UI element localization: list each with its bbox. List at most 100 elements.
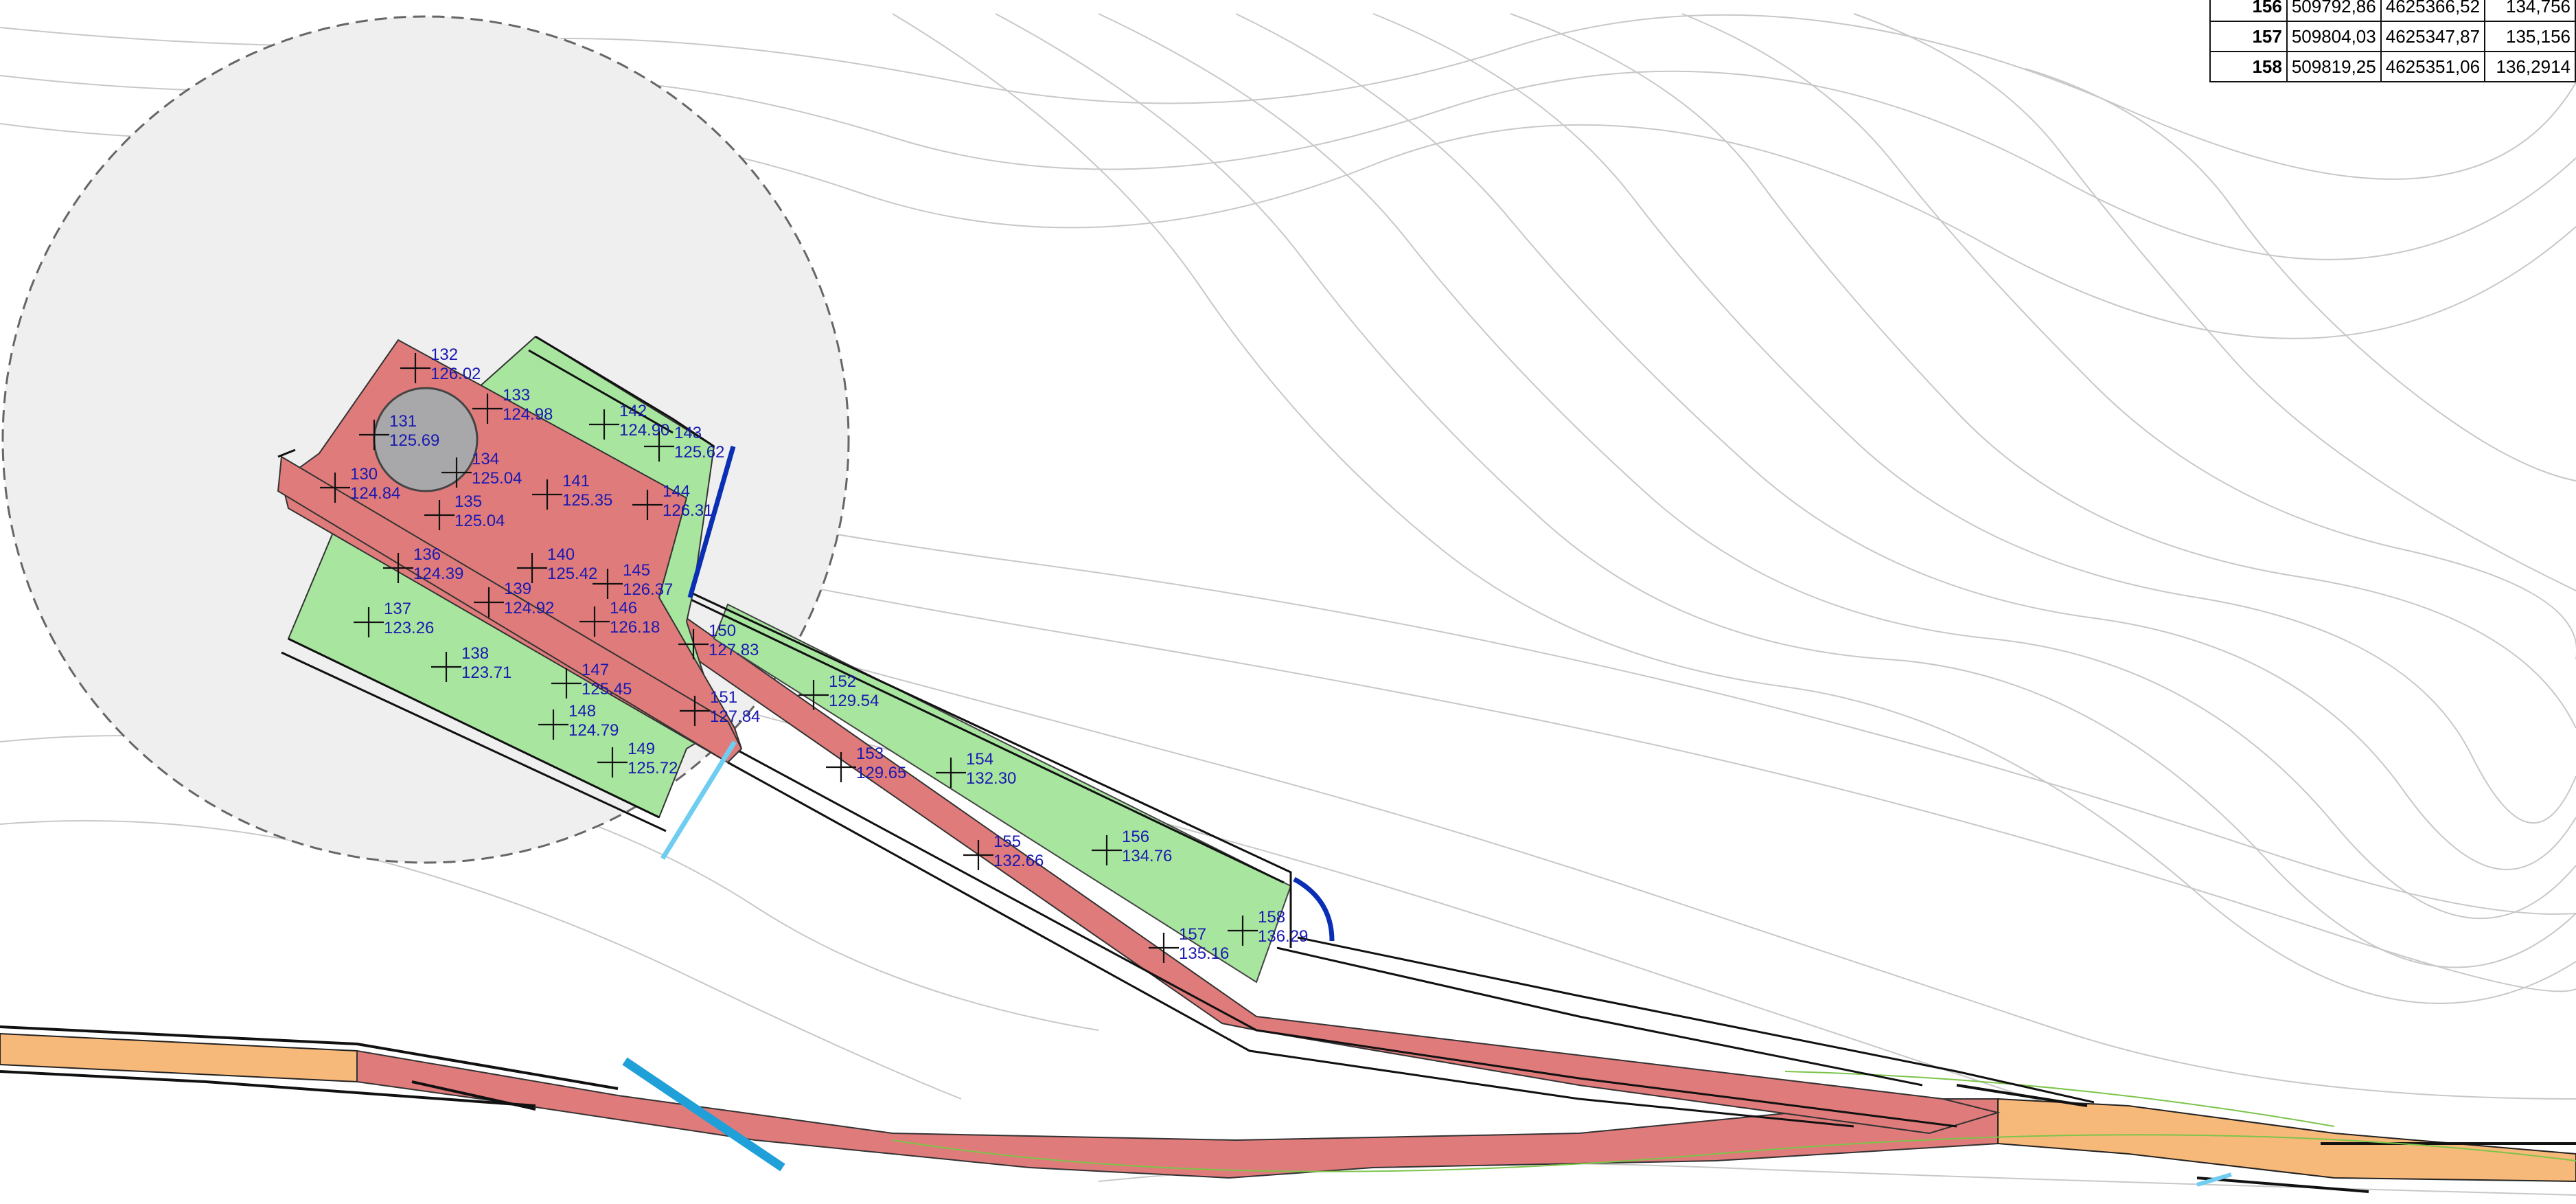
coordinate-table: 156 509792,86 4625366,52 134,756 157 509804,0… — [2209, 0, 2576, 82]
survey-point-elevation: 124.98 — [503, 405, 553, 424]
survey-point-id: 158 — [1258, 908, 1285, 927]
coordinate-table-row: 158 509819,25 4625351,06 136,2914 — [2209, 51, 2576, 82]
survey-point-id: 153 — [856, 745, 884, 763]
survey-point-id: 145 — [623, 561, 650, 580]
survey-point-id: 150 — [709, 622, 736, 640]
survey-point-id: 151 — [710, 688, 737, 707]
survey-point-id: 130 — [350, 465, 378, 484]
platform-red-strip — [277, 455, 743, 764]
ramp-embankment-edges — [686, 589, 2095, 1128]
coordinate-cell-x: 509804,03 — [2286, 21, 2382, 52]
coordinate-cell-y: 4625351,06 — [2380, 51, 2486, 82]
survey-point-id: 140 — [547, 545, 575, 564]
survey-point-cross — [1092, 835, 1122, 865]
survey-point-elevation: 123.71 — [461, 663, 511, 682]
survey-point-cross — [400, 353, 430, 383]
survey-point-cross — [383, 553, 413, 583]
survey-point-cross — [474, 587, 504, 617]
survey-point-cross — [1228, 916, 1258, 946]
survey-point-elevation: 129.65 — [856, 764, 906, 782]
survey-point-cross — [589, 409, 619, 440]
survey-point-elevation: 125.69 — [389, 431, 439, 450]
survey-point-elevation: 126.37 — [623, 580, 673, 599]
survey-point-cross — [678, 629, 709, 659]
survey-point-cross — [424, 500, 455, 530]
coordinate-cell-x: 509819,25 — [2286, 51, 2382, 82]
survey-point-id: 138 — [461, 644, 489, 663]
survey-point-elevation: 126.18 — [610, 618, 660, 637]
survey-point-id: 139 — [504, 580, 531, 598]
survey-points: 130124.84131125.69132126.02133124.981341… — [320, 345, 1308, 963]
road-red-section — [356, 1049, 1999, 1179]
survey-point-cross — [441, 457, 472, 488]
survey-point-cross — [593, 569, 623, 599]
road-orange-section-right — [1997, 1098, 2576, 1183]
survey-point-cross — [826, 752, 856, 782]
coordinate-table-row: 157 509804,03 4625347,87 135,156 — [2209, 21, 2576, 52]
survey-point-id: 152 — [829, 672, 856, 691]
survey-point-elevation: 124.90 — [619, 421, 669, 440]
survey-point-cross — [472, 394, 503, 424]
coordinate-cell-id: 158 — [2209, 51, 2288, 82]
coordinate-cell-z: 136,2914 — [2484, 51, 2576, 82]
survey-point-elevation: 125.42 — [547, 565, 597, 583]
survey-point-id: 143 — [674, 424, 702, 442]
coordinate-cell-id: 157 — [2209, 21, 2288, 52]
survey-point-cross — [431, 652, 461, 682]
survey-point-cross — [798, 680, 829, 710]
survey-point-id: 144 — [663, 482, 690, 501]
survey-point-elevation: 126.02 — [430, 365, 481, 383]
survey-point-elevation: 125.35 — [562, 491, 612, 510]
survey-point-elevation: 136.29 — [1258, 927, 1308, 946]
coordinate-cell-z: 134,756 — [2484, 0, 2576, 22]
survey-point-cross — [644, 431, 674, 462]
survey-point-cross — [1149, 933, 1179, 963]
access-ramp-red — [686, 617, 2001, 1135]
blue-fence-line-lower — [1293, 876, 1335, 942]
survey-point-elevation: 135.16 — [1179, 944, 1229, 963]
survey-point-id: 137 — [384, 600, 411, 618]
survey-point-cross — [936, 758, 966, 788]
survey-point-elevation: 127.84 — [710, 707, 760, 726]
coordinate-cell-id: 156 — [2209, 0, 2288, 22]
survey-point-elevation: 124.79 — [568, 721, 619, 740]
survey-point-id: 132 — [430, 345, 458, 364]
coordinate-cell-x: 509792,86 — [2286, 0, 2382, 22]
survey-point-id: 141 — [562, 472, 590, 490]
survey-point-cross — [680, 696, 710, 726]
survey-point-id: 149 — [628, 740, 655, 758]
survey-point-id: 131 — [389, 412, 417, 431]
survey-point-elevation: 132.66 — [993, 852, 1044, 870]
survey-point-id: 157 — [1179, 925, 1206, 944]
survey-point-id: 156 — [1122, 828, 1149, 846]
survey-point-cross — [320, 473, 350, 503]
survey-point-elevation: 129.54 — [829, 692, 879, 710]
survey-point-cross — [632, 490, 663, 520]
cyan-line-right — [2196, 1172, 2232, 1187]
coordinate-cell-z: 135,156 — [2484, 21, 2576, 52]
